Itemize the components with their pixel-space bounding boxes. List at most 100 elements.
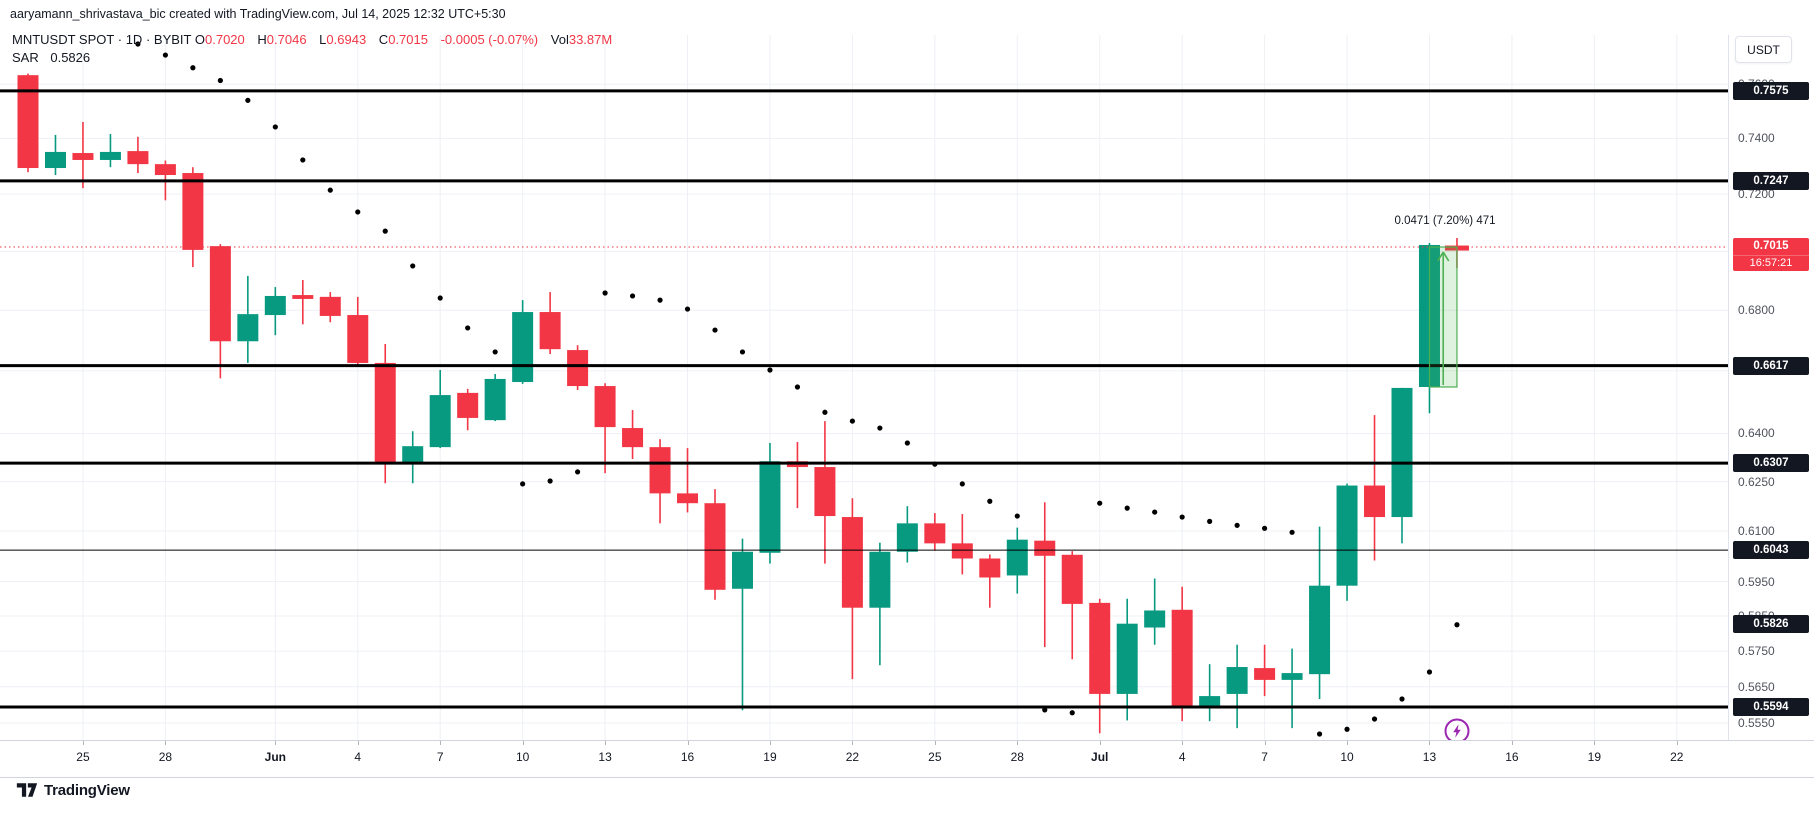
exchange-label: BYBIT: [153, 32, 192, 47]
candle-body: [1171, 609, 1193, 707]
time-tick-label: 16: [680, 750, 695, 764]
change-value: -0.0005 (-0.07%): [440, 32, 539, 47]
legend-separator: ·: [145, 32, 151, 47]
symbol-name: MNTUSDT SPOT: [12, 32, 115, 47]
candle-body: [127, 151, 149, 165]
sar-dot: [575, 469, 581, 475]
sar-dot: [1262, 525, 1268, 531]
candle-body: [869, 551, 891, 608]
candle-body: [182, 173, 204, 250]
sar-dot: [217, 77, 223, 84]
lightning-bolt: [1453, 724, 1461, 738]
candle-body: [1391, 387, 1413, 518]
sar-dot: [629, 293, 636, 299]
sar-dot: [547, 478, 553, 484]
time-tick-label: 19: [763, 750, 777, 764]
time-tick: [357, 741, 359, 745]
currency-toggle-button[interactable]: USDT: [1735, 36, 1792, 63]
candle-body: [319, 296, 341, 316]
sar-dot: [712, 327, 718, 333]
price-tick-label: 0.5950: [1738, 574, 1775, 589]
time-tick: [165, 741, 167, 745]
candle-body: [402, 446, 424, 463]
time-tick-label: 13: [1422, 750, 1437, 764]
candle-body: [896, 523, 918, 552]
candle-body: [924, 523, 946, 544]
open-label: O: [194, 32, 205, 47]
sar-dot: [684, 306, 691, 312]
price-tick-label: 0.6800: [1738, 303, 1775, 318]
price-axis[interactable]: 0.76000.74000.72000.68000.64000.62500.61…: [1728, 28, 1814, 740]
time-tick-label: 22: [1670, 750, 1684, 764]
attribution-text: aaryamann_shrivastava_bic created with T…: [0, 0, 1814, 35]
sar-dot: [1042, 707, 1048, 713]
candle-body: [567, 350, 589, 387]
time-tick-label: 25: [76, 750, 90, 764]
candle-body: [841, 517, 863, 608]
sar-dot: [1097, 500, 1103, 506]
candle-body: [264, 295, 286, 316]
candle-body: [814, 467, 836, 517]
candle-body: [374, 362, 396, 464]
candle-body: [622, 428, 644, 448]
candle-body: [1226, 667, 1248, 694]
time-tick: [605, 741, 607, 745]
line-price-label: 0.6307: [1733, 454, 1809, 473]
time-tick-label: 10: [515, 750, 530, 764]
sar-dot: [135, 41, 141, 47]
candle-body: [704, 503, 726, 590]
candle-body: [72, 153, 94, 160]
lightning-event-icon[interactable]: [1443, 717, 1471, 745]
candle-body: [512, 312, 534, 383]
time-tick: [934, 741, 936, 745]
time-tick: [1511, 741, 1513, 745]
price-tick-label: 0.6100: [1738, 523, 1775, 538]
price-tick-label: 0.5650: [1738, 679, 1775, 694]
candle-body: [429, 395, 451, 448]
candle-body: [154, 164, 176, 176]
sar-dot: [849, 418, 856, 424]
line-price-label: 0.7247: [1733, 171, 1809, 190]
candle-body: [1034, 540, 1056, 556]
candle-body: [292, 295, 314, 299]
close-value: 0.7015: [388, 32, 428, 47]
candle-body: [979, 558, 1001, 578]
time-tick: [687, 741, 689, 745]
time-tick-label: 28: [158, 750, 173, 764]
sar-dot: [410, 263, 416, 269]
indicator-legend[interactable]: SAR 0.5826: [12, 50, 98, 65]
time-tick: [1017, 741, 1019, 745]
sar-dot: [1207, 518, 1213, 524]
time-tick: [1429, 741, 1431, 745]
candle-body: [209, 246, 231, 342]
sar-price-label: 0.5826: [1733, 615, 1809, 634]
candle-body: [44, 151, 66, 169]
candle-body: [951, 543, 973, 559]
time-tick: [275, 741, 277, 745]
time-axis[interactable]: 25 28 Jun 4 7 10 13 16 19 22 25 28 Jul 4 7 10 13 16 19 22: [0, 740, 1814, 778]
time-tick-label: 16: [1505, 750, 1519, 764]
sar-dot: [904, 440, 910, 446]
sar-dot: [767, 367, 773, 373]
candle-body: [594, 386, 616, 428]
time-tick-label: 25: [928, 750, 942, 764]
sar-dot: [987, 498, 993, 504]
sar-dot: [1316, 731, 1323, 737]
symbol-legend[interactable]: MNTUSDT SPOT · 1D · BYBIT O0.7020 H0.704…: [12, 32, 621, 47]
sar-dot: [877, 425, 883, 431]
volume-value: 33.87M: [568, 32, 613, 47]
time-tick-label: 22: [845, 750, 860, 764]
sar-dot: [657, 297, 663, 303]
time-tick: [1676, 741, 1678, 745]
sar-dot: [520, 481, 526, 487]
sar-dot: [272, 124, 278, 130]
tradingview-watermark[interactable]: TradingView: [16, 781, 130, 799]
indicator-name: SAR: [12, 50, 39, 65]
sar-dot: [1426, 669, 1433, 675]
time-tick: [522, 741, 524, 745]
candle-body: [649, 447, 671, 494]
candle-body: [1089, 602, 1111, 694]
sar-dot: [1454, 622, 1460, 628]
price-tick-label: 0.7200: [1738, 187, 1775, 202]
